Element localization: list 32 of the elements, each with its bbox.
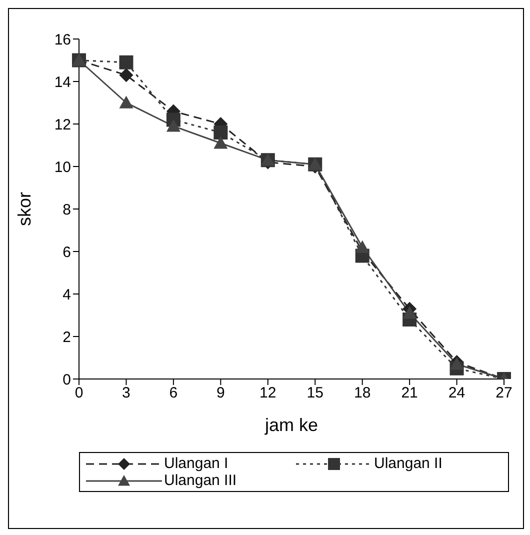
y-tick-label: 8: [62, 201, 71, 218]
x-tick-label: 0: [74, 384, 84, 402]
y-tick-label: 10: [54, 158, 71, 176]
y-tick-label: 4: [62, 286, 71, 304]
legend-label: Ulangan II: [374, 455, 442, 472]
legend-label: Ulangan III: [164, 472, 237, 489]
x-tick-label: 6: [169, 384, 178, 402]
y-tick-label: 16: [54, 31, 71, 48]
point: [214, 126, 228, 140]
point: [214, 136, 228, 149]
x-tick-label: 18: [354, 384, 371, 402]
x-tick-label: 12: [260, 384, 276, 402]
y-tick-label: 12: [54, 116, 71, 134]
y-tick-label: 2: [62, 328, 71, 346]
x-tick-label: 27: [496, 384, 512, 402]
point: [119, 96, 134, 108]
point: [119, 55, 134, 70]
y-tick-label: 0: [62, 371, 71, 388]
y-tick-label: 14: [54, 74, 71, 91]
x-axis-title: jam ke: [264, 415, 318, 435]
y-axis-title: skor: [14, 192, 34, 226]
point: [402, 306, 417, 319]
point: [166, 119, 180, 132]
y-tick-label: 6: [62, 244, 71, 261]
point: [119, 68, 134, 82]
legend-label: Ulangan I: [164, 455, 228, 472]
x-tick-label: 21: [401, 384, 418, 402]
x-tick-label: 9: [216, 384, 225, 402]
x-tick-label: 15: [306, 384, 324, 402]
point: [355, 240, 370, 253]
x-tick-label: 24: [448, 384, 466, 402]
x-tick-label: 3: [122, 384, 130, 402]
